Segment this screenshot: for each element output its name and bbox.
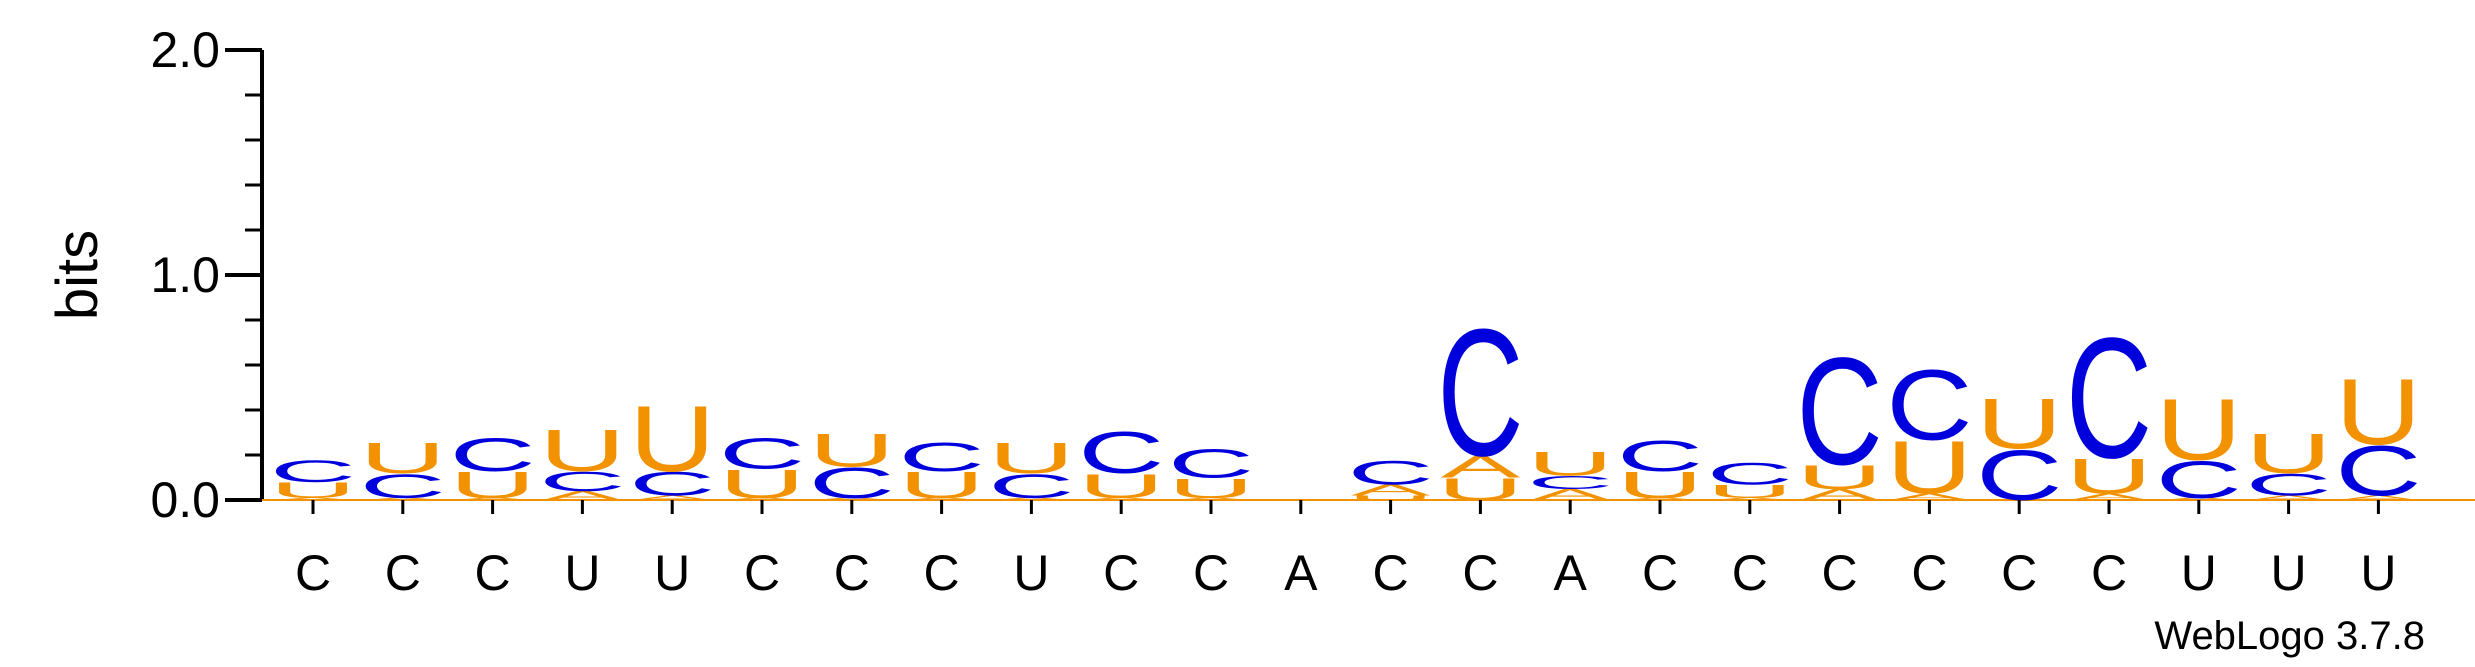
glyph-a: A xyxy=(453,497,534,500)
y-axis-title: bits xyxy=(45,230,110,320)
x-tick-label: C xyxy=(1642,545,1678,601)
glyph-c: C xyxy=(809,459,895,508)
x-tick-label: U xyxy=(1013,545,1049,601)
x-tick-label: C xyxy=(1373,545,1409,601)
glyph-a: A xyxy=(1441,449,1522,484)
weblogo-credit: WebLogo 3.7.8 xyxy=(2154,614,2425,658)
glyph-a: A xyxy=(2069,491,2149,502)
glyph-a: A xyxy=(632,494,713,501)
y-axis: 0.0 1.0 2.0 bits xyxy=(45,22,264,528)
glyph-c: C xyxy=(719,430,805,479)
glyph-c: C xyxy=(1168,441,1254,487)
glyph-u: U xyxy=(449,464,535,506)
x-tick-label: C xyxy=(475,545,511,601)
glyph-u: U xyxy=(898,464,984,506)
x-tick-label: C xyxy=(924,545,960,601)
glyph-u: U xyxy=(988,434,1074,483)
glyph-u: U xyxy=(2066,448,2152,504)
glyph-a: A xyxy=(2159,497,2240,500)
glyph-c: C xyxy=(1886,349,1972,461)
glyph-a: A xyxy=(2339,494,2420,501)
glyph-a: A xyxy=(1351,482,1431,499)
x-tick-label: A xyxy=(1284,545,1318,601)
x-tick-label: A xyxy=(1554,545,1588,601)
glyph-u: U xyxy=(809,424,895,476)
glyph-u: U xyxy=(629,386,715,491)
glyph-c: C xyxy=(1707,456,1793,491)
glyph-u: U xyxy=(270,478,356,502)
glyph-a: A xyxy=(1171,497,1252,500)
glyph-u: U xyxy=(360,434,446,483)
x-tick-label: U xyxy=(2360,545,2396,601)
glyph-u: U xyxy=(1168,472,1254,503)
glyph-c: C xyxy=(1617,432,1703,481)
glyph-c: C xyxy=(629,464,715,503)
glyph-u: U xyxy=(1976,383,2062,463)
x-tick-label: C xyxy=(1911,545,1947,601)
x-tick-label: C xyxy=(2091,545,2127,601)
glyph-c: C xyxy=(449,429,535,481)
glyph-c: C xyxy=(1078,419,1164,485)
y-tick-label-2: 2.0 xyxy=(150,22,220,78)
glyph-c: C xyxy=(539,466,625,497)
glyph-u: U xyxy=(539,417,625,483)
glyph-a: A xyxy=(992,497,1073,500)
glyph-u: U xyxy=(1347,494,1433,501)
x-tick-label: C xyxy=(744,545,780,601)
glyph-a: A xyxy=(1800,486,1880,503)
x-tick-label: C xyxy=(1462,545,1498,601)
glyph-a: A xyxy=(1081,497,1162,500)
glyph-a: A xyxy=(1890,491,1970,502)
glyph-a: A xyxy=(902,497,983,500)
glyph-a: A xyxy=(2249,494,2330,501)
x-tick-label: U xyxy=(654,545,690,601)
glyph-u: U xyxy=(2245,422,2331,485)
glyph-c: C xyxy=(1437,291,1523,494)
glyph-a: A xyxy=(722,497,803,500)
x-tick-label: C xyxy=(1822,545,1858,601)
x-tick-label: C xyxy=(1103,545,1139,601)
glyph-c: C xyxy=(1347,453,1433,492)
glyph-a: A xyxy=(1530,486,1610,503)
glyph-u: U xyxy=(719,461,805,507)
x-tick-label: C xyxy=(295,545,331,601)
glyph-c: C xyxy=(898,434,984,480)
glyph-u: U xyxy=(1796,457,1882,496)
y-tick-label-1: 1.0 xyxy=(150,247,220,303)
glyph-u: U xyxy=(1078,466,1164,505)
glyph-c: C xyxy=(270,454,356,489)
glyph-a: A xyxy=(543,489,623,503)
x-tick-label: U xyxy=(564,545,600,601)
glyph-a: A xyxy=(273,497,354,500)
glyph-a: A xyxy=(363,497,444,500)
glyph-c: C xyxy=(1796,327,1882,498)
x-tick-label: C xyxy=(385,545,421,601)
glyph-a: A xyxy=(1620,497,1701,500)
glyph-a: A xyxy=(1710,497,1791,500)
glyph-c: C xyxy=(1527,472,1613,493)
y-tick-label-0: 0.0 xyxy=(150,472,220,528)
x-tick-label: C xyxy=(1732,545,1768,601)
glyph-a: A xyxy=(812,497,893,500)
glyph-u: U xyxy=(1527,444,1613,483)
x-tick-label: C xyxy=(834,545,870,601)
glyph-u: U xyxy=(1886,426,1972,509)
glyph-c: C xyxy=(360,466,446,505)
glyph-u: U xyxy=(2335,359,2421,464)
x-tick-label: C xyxy=(1193,545,1229,601)
glyph-c: C xyxy=(2156,449,2242,509)
glyph-c: C xyxy=(988,466,1074,505)
glyph-c: C xyxy=(2245,467,2331,502)
x-tick-label: U xyxy=(2181,545,2217,601)
x-tick-label: C xyxy=(2001,545,2037,601)
glyph-c: C xyxy=(2066,303,2152,495)
glyph-u: U xyxy=(1707,481,1793,502)
glyph-u: U xyxy=(1617,464,1703,506)
glyph-u: U xyxy=(2156,381,2242,479)
glyph-c: C xyxy=(2335,431,2421,511)
x-tick-label: U xyxy=(2271,545,2307,601)
